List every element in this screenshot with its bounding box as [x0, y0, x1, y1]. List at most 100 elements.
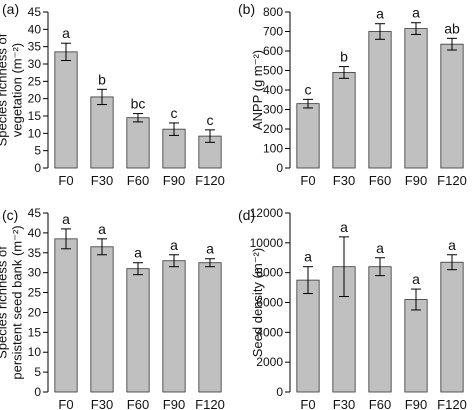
- x-tick-label: F30: [91, 397, 113, 410]
- y-tick-label: 0: [276, 161, 283, 175]
- bar: [296, 279, 320, 393]
- bar: [54, 51, 78, 169]
- y-tick-label: 800: [263, 5, 283, 19]
- panel-label: (d): [238, 207, 255, 223]
- x-tick-label: F30: [333, 397, 355, 410]
- significance-label: a: [206, 241, 214, 257]
- significance-label: bc: [131, 96, 146, 112]
- y-tick-label: 100: [263, 142, 283, 156]
- y-tick-label: 25: [28, 74, 42, 88]
- x-tick-label: F60: [369, 173, 391, 188]
- significance-label: ab: [444, 20, 460, 36]
- y-tick-label: 10: [28, 345, 42, 359]
- bar: [126, 268, 150, 393]
- panel-label: (c): [2, 207, 18, 223]
- y-tick-label: 40: [28, 22, 42, 36]
- y-tick-label: 0: [34, 385, 41, 399]
- significance-label: a: [98, 221, 106, 237]
- y-tick-label: 45: [28, 5, 42, 19]
- bar: [440, 43, 464, 169]
- bar: [440, 261, 464, 393]
- chart-panel-b: (b) 0 100 200 300 400 500 600 700 800 ANPP (g m⁻²)…: [238, 1, 467, 188]
- panel-label: (b): [238, 1, 255, 17]
- y-tick-label: 400: [263, 83, 283, 97]
- x-tick-label: F30: [91, 173, 113, 188]
- significance-label: a: [412, 271, 420, 287]
- y-tick-label: 15: [28, 109, 42, 123]
- bar: [90, 96, 114, 169]
- y-tick-label: 15: [28, 325, 42, 339]
- x-tick-label: F120: [195, 173, 225, 188]
- x-tick-label: F0: [58, 397, 73, 410]
- bar: [54, 238, 78, 393]
- y-axis-title: persistent seed bank (m⁻²): [10, 225, 25, 379]
- significance-label: c: [305, 81, 312, 97]
- significance-label: a: [412, 5, 420, 21]
- x-tick-label: F120: [195, 397, 225, 410]
- y-tick-label: 700: [263, 25, 283, 39]
- y-tick-label: 10: [28, 126, 42, 140]
- y-tick-label: 300: [263, 103, 283, 117]
- chart-panel-a: (a) 0 5 10 15 20 25 30 35 40 45 Species richness of…: [0, 1, 225, 188]
- significance-label: a: [340, 219, 348, 235]
- x-tick-label: F60: [127, 397, 149, 410]
- chart-panel-c: (c) 0 5 10 15 20 25 30 35 40 45 Species richness of…: [0, 206, 225, 410]
- y-axis-title: Species richness of: [0, 246, 10, 359]
- y-tick-label: 12000: [250, 206, 284, 220]
- x-tick-label: F120: [437, 173, 467, 188]
- panel-label: (a): [2, 1, 19, 17]
- significance-label: a: [376, 6, 384, 22]
- y-tick-label: 4000: [256, 325, 283, 339]
- x-tick-label: F120: [437, 397, 467, 410]
- chart-panel-d: (d) 0 2000 4000 6000 8000 10000 12000 Seed densi…: [238, 206, 467, 410]
- y-tick-label: 20: [28, 92, 42, 106]
- y-tick-label: 500: [263, 64, 283, 78]
- y-axis-title: Species richness of: [0, 33, 10, 146]
- y-tick-label: 200: [263, 122, 283, 136]
- significance-label: c: [171, 105, 178, 121]
- y-tick-label: 30: [28, 57, 42, 71]
- bar: [296, 103, 320, 169]
- y-tick-label: 0: [276, 385, 283, 399]
- bar: [404, 299, 428, 393]
- bar: [198, 262, 222, 393]
- significance-label: a: [304, 249, 312, 265]
- bar: [332, 72, 356, 169]
- significance-label: a: [62, 25, 70, 41]
- significance-label: a: [376, 240, 384, 256]
- y-tick-label: 600: [263, 44, 283, 58]
- x-tick-label: F90: [163, 173, 185, 188]
- y-axis-title: ANPP (g m⁻²): [250, 50, 265, 130]
- significance-label: a: [134, 245, 142, 261]
- y-tick-label: 6000: [256, 296, 283, 310]
- y-axis-title: vegetation (m⁻²): [10, 43, 25, 137]
- bar: [404, 28, 428, 169]
- significance-label: b: [340, 49, 348, 65]
- x-tick-label: F90: [405, 173, 427, 188]
- x-tick-label: F90: [405, 397, 427, 410]
- bar: [368, 266, 392, 393]
- significance-label: a: [62, 211, 70, 227]
- x-tick-label: F0: [58, 173, 73, 188]
- y-tick-label: 10000: [250, 236, 284, 250]
- y-tick-label: 30: [28, 266, 42, 280]
- y-tick-label: 5: [34, 144, 41, 158]
- x-tick-label: F90: [163, 397, 185, 410]
- y-tick-label: 8000: [256, 266, 283, 280]
- bar: [126, 117, 150, 169]
- x-tick-label: F0: [300, 397, 315, 410]
- x-tick-label: F60: [369, 397, 391, 410]
- y-tick-label: 40: [28, 226, 42, 240]
- y-tick-label: 5: [34, 365, 41, 379]
- y-tick-label: 45: [28, 206, 42, 220]
- y-tick-label: 35: [28, 40, 42, 54]
- y-tick-label: 35: [28, 246, 42, 260]
- y-axis-title: Seed density (m⁻²): [250, 248, 265, 357]
- x-tick-label: F0: [300, 173, 315, 188]
- significance-label: b: [98, 71, 106, 87]
- bar: [368, 31, 392, 169]
- y-tick-label: 2000: [256, 355, 283, 369]
- y-tick-label: 20: [28, 305, 42, 319]
- y-tick-label: 25: [28, 286, 42, 300]
